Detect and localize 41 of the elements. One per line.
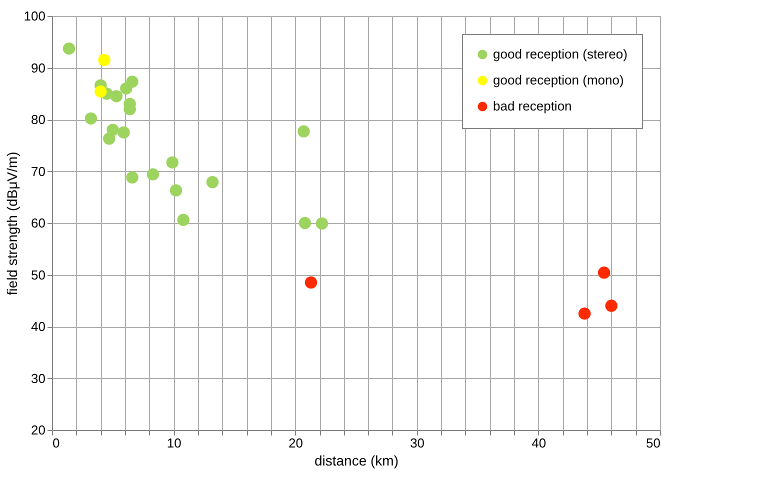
point bbox=[298, 216, 312, 230]
legend-label: good reception (mono) bbox=[493, 72, 624, 88]
point bbox=[166, 156, 179, 169]
y-tick-label: 50 bbox=[31, 267, 46, 282]
y-tick-label: 100 bbox=[24, 8, 46, 24]
x-tick-label: 20 bbox=[288, 436, 303, 450]
point bbox=[110, 90, 123, 102]
x-tick-label: 30 bbox=[410, 436, 425, 450]
point bbox=[106, 124, 119, 136]
legend-label: good reception (stereo) bbox=[493, 46, 628, 62]
y-tick-label: 20 bbox=[31, 422, 46, 438]
y-tick-label: 30 bbox=[31, 370, 46, 386]
point bbox=[316, 217, 328, 230]
point bbox=[304, 276, 318, 289]
point bbox=[62, 42, 76, 55]
point bbox=[170, 184, 182, 197]
point bbox=[598, 266, 610, 279]
point bbox=[206, 176, 219, 188]
x-tick-label: 0 bbox=[52, 436, 60, 450]
point bbox=[298, 125, 310, 138]
y-tick-label: 60 bbox=[31, 216, 46, 230]
y-tick-label: 80 bbox=[31, 112, 46, 127]
point bbox=[94, 85, 107, 98]
y-tick-label: 70 bbox=[31, 164, 46, 179]
x-tick-label: 40 bbox=[532, 436, 546, 450]
point bbox=[84, 112, 98, 125]
point bbox=[126, 76, 138, 88]
x-tick-label: 50 bbox=[646, 436, 660, 450]
point bbox=[126, 171, 138, 184]
y-tick-label: 90 bbox=[31, 60, 46, 76]
legend-label: bad reception bbox=[493, 98, 572, 114]
point bbox=[98, 54, 110, 66]
point bbox=[578, 307, 591, 320]
y-axis-title: field strength (dBμV/m) bbox=[4, 152, 20, 296]
y-tick-label: 40 bbox=[31, 319, 46, 334]
point bbox=[146, 168, 160, 180]
point bbox=[118, 126, 130, 139]
x-axis-title: distance (km) bbox=[314, 452, 399, 468]
point bbox=[177, 214, 190, 226]
x-tick-label: 10 bbox=[166, 436, 182, 450]
point bbox=[605, 300, 618, 312]
